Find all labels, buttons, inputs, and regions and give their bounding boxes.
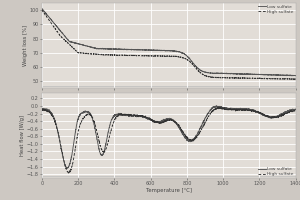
Low sulfate — [66, 167, 69, 169]
X-axis label: Temperature [°C]: Temperature [°C] — [146, 188, 192, 193]
Legend: Low sulfate, High sulfate: Low sulfate, High sulfate — [257, 4, 294, 14]
Low sulfate — [157, 49, 160, 52]
Legend: Low sulfate, High sulfate: Low sulfate, High sulfate — [257, 167, 294, 177]
High sulfate — [53, 121, 57, 124]
High sulfate — [53, 27, 57, 30]
High sulfate — [217, 106, 221, 108]
High sulfate — [286, 78, 290, 80]
Line: Low sulfate: Low sulfate — [42, 9, 296, 76]
Low sulfate — [290, 75, 294, 77]
Low sulfate — [53, 120, 57, 122]
High sulfate — [286, 111, 290, 113]
High sulfate — [157, 121, 160, 123]
High sulfate — [67, 172, 70, 174]
High sulfate — [286, 111, 290, 114]
Low sulfate — [240, 107, 244, 110]
Low sulfate — [286, 110, 290, 112]
High sulfate — [40, 108, 44, 110]
Low sulfate — [286, 74, 290, 77]
Low sulfate — [214, 105, 218, 107]
High sulfate — [240, 109, 244, 111]
Low sulfate — [40, 7, 44, 10]
Y-axis label: Heat flow [W/g]: Heat flow [W/g] — [20, 115, 25, 156]
Low sulfate — [53, 23, 57, 26]
Low sulfate — [240, 73, 243, 75]
High sulfate — [164, 120, 167, 122]
High sulfate — [157, 55, 160, 57]
Low sulfate — [294, 108, 297, 110]
High sulfate — [164, 55, 167, 58]
Line: High sulfate: High sulfate — [42, 107, 296, 173]
High sulfate — [294, 78, 297, 80]
Low sulfate — [40, 108, 44, 110]
Y-axis label: Weight loss [%]: Weight loss [%] — [23, 25, 28, 66]
High sulfate — [240, 77, 243, 79]
High sulfate — [293, 78, 297, 81]
Line: Low sulfate: Low sulfate — [42, 106, 296, 168]
Line: High sulfate: High sulfate — [42, 10, 296, 79]
High sulfate — [40, 9, 44, 11]
Low sulfate — [157, 121, 160, 123]
Low sulfate — [286, 110, 290, 112]
High sulfate — [294, 110, 297, 112]
Low sulfate — [164, 49, 167, 52]
Low sulfate — [164, 119, 167, 122]
Low sulfate — [294, 74, 297, 77]
Low sulfate — [286, 74, 290, 76]
High sulfate — [286, 78, 290, 80]
